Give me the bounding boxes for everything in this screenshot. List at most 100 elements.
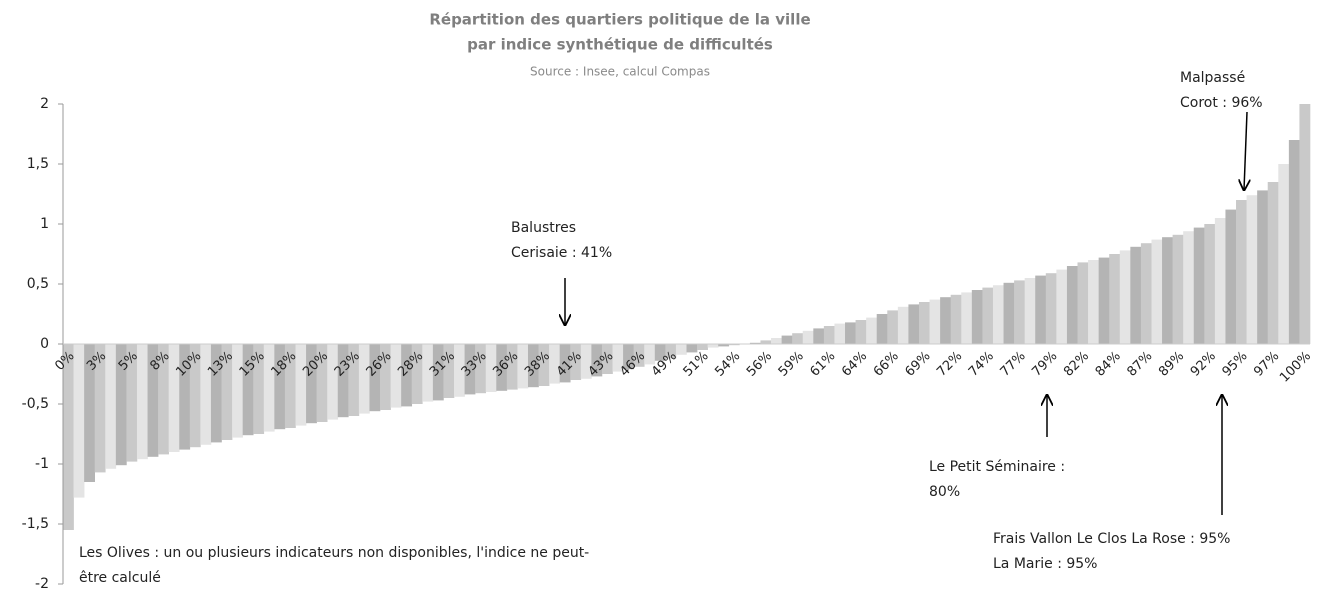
bar <box>232 344 243 438</box>
annotation: Frais Vallon Le Clos La Rose : 95% <box>993 531 1230 547</box>
bar <box>707 344 719 348</box>
bar <box>316 344 328 422</box>
bar <box>168 344 180 452</box>
bar <box>918 302 930 344</box>
bar <box>559 344 571 383</box>
bar <box>63 344 74 530</box>
bar <box>813 328 825 344</box>
bar <box>1003 282 1015 344</box>
bar <box>654 344 666 361</box>
bar <box>1183 231 1195 344</box>
bar <box>84 344 96 482</box>
bar <box>834 323 846 344</box>
bar <box>189 344 201 448</box>
bar <box>295 344 307 426</box>
bar <box>179 344 191 450</box>
bar <box>792 333 804 344</box>
bar <box>644 344 656 365</box>
bar <box>802 330 814 344</box>
annotation: La Marie : 95% <box>993 556 1097 572</box>
bar <box>485 344 497 392</box>
bar <box>348 344 360 416</box>
y-tick-label: 0,5 <box>27 276 49 292</box>
bar <box>390 344 402 408</box>
annotation: Cerisaie : 41% <box>511 245 612 261</box>
y-tick-label: -0,5 <box>22 396 49 412</box>
bar <box>1109 254 1121 344</box>
bar <box>411 344 423 404</box>
bar <box>1225 209 1237 344</box>
bar <box>1278 164 1290 344</box>
bar <box>623 344 634 370</box>
annotation: 80% <box>929 484 960 500</box>
bar <box>253 344 265 434</box>
x-tick-label: 59% <box>776 349 807 380</box>
bar <box>1098 257 1110 344</box>
bar <box>760 340 772 344</box>
bar <box>665 344 677 359</box>
bar <box>94 344 106 473</box>
bar <box>718 344 730 347</box>
bar <box>1193 227 1205 344</box>
x-tick-label: 95% <box>1220 349 1251 380</box>
bar <box>306 344 317 424</box>
bar <box>1035 275 1047 344</box>
x-tick-label: 61% <box>807 349 838 380</box>
x-tick-label: 54% <box>712 349 743 380</box>
bar <box>538 344 550 386</box>
bar <box>971 290 983 344</box>
annotation: Le Petit Séminaire : <box>929 459 1065 475</box>
x-tick-label: 74% <box>966 349 997 380</box>
x-tick-label: 87% <box>1124 349 1155 380</box>
bar <box>1056 269 1068 344</box>
bar <box>1119 250 1131 344</box>
bar <box>517 344 529 389</box>
x-tick-label: 82% <box>1061 349 1092 380</box>
bar <box>950 294 962 344</box>
bar <box>105 344 117 469</box>
y-tick-label: 1 <box>40 216 49 232</box>
bar <box>358 344 370 414</box>
bar <box>675 344 687 355</box>
bar <box>115 344 127 466</box>
bar <box>1236 200 1247 344</box>
x-tick-label: 89% <box>1156 349 1187 380</box>
bar <box>845 322 856 344</box>
x-tick-label: 77% <box>998 349 1029 380</box>
bar <box>866 317 878 344</box>
bar <box>855 320 867 344</box>
bar <box>686 344 698 353</box>
bar <box>1088 260 1099 344</box>
bar <box>823 326 835 344</box>
bar <box>221 344 233 440</box>
y-tick-label: 2 <box>40 96 49 112</box>
y-tick-label: 0 <box>40 336 49 352</box>
bar <box>570 344 582 380</box>
bar <box>1172 234 1184 344</box>
bar <box>337 344 349 418</box>
bar <box>432 344 444 401</box>
bar <box>210 344 222 443</box>
bar <box>1130 246 1142 344</box>
bar <box>612 344 624 372</box>
bar <box>147 344 159 457</box>
x-tick-label: 69% <box>903 349 934 380</box>
bar <box>580 344 592 379</box>
bar <box>1299 104 1311 344</box>
bar <box>940 297 951 344</box>
chart-title: par indice synthétique de difficultés <box>467 36 773 54</box>
bar <box>1014 280 1025 344</box>
bar <box>897 306 909 344</box>
bar <box>908 304 920 344</box>
annotation: Les Olives : un ou plusieurs indicateurs… <box>79 545 589 561</box>
y-tick-label: -2 <box>35 576 49 592</box>
bar <box>1151 239 1163 344</box>
annotation-arrow <box>1244 111 1247 190</box>
bar <box>380 344 391 410</box>
annotation: Corot : 96% <box>1180 95 1263 111</box>
bar <box>601 344 613 374</box>
y-tick-label: 1,5 <box>27 156 49 172</box>
bar <box>929 299 941 344</box>
x-tick-label: 92% <box>1188 349 1219 380</box>
x-tick-label: 66% <box>871 349 902 380</box>
